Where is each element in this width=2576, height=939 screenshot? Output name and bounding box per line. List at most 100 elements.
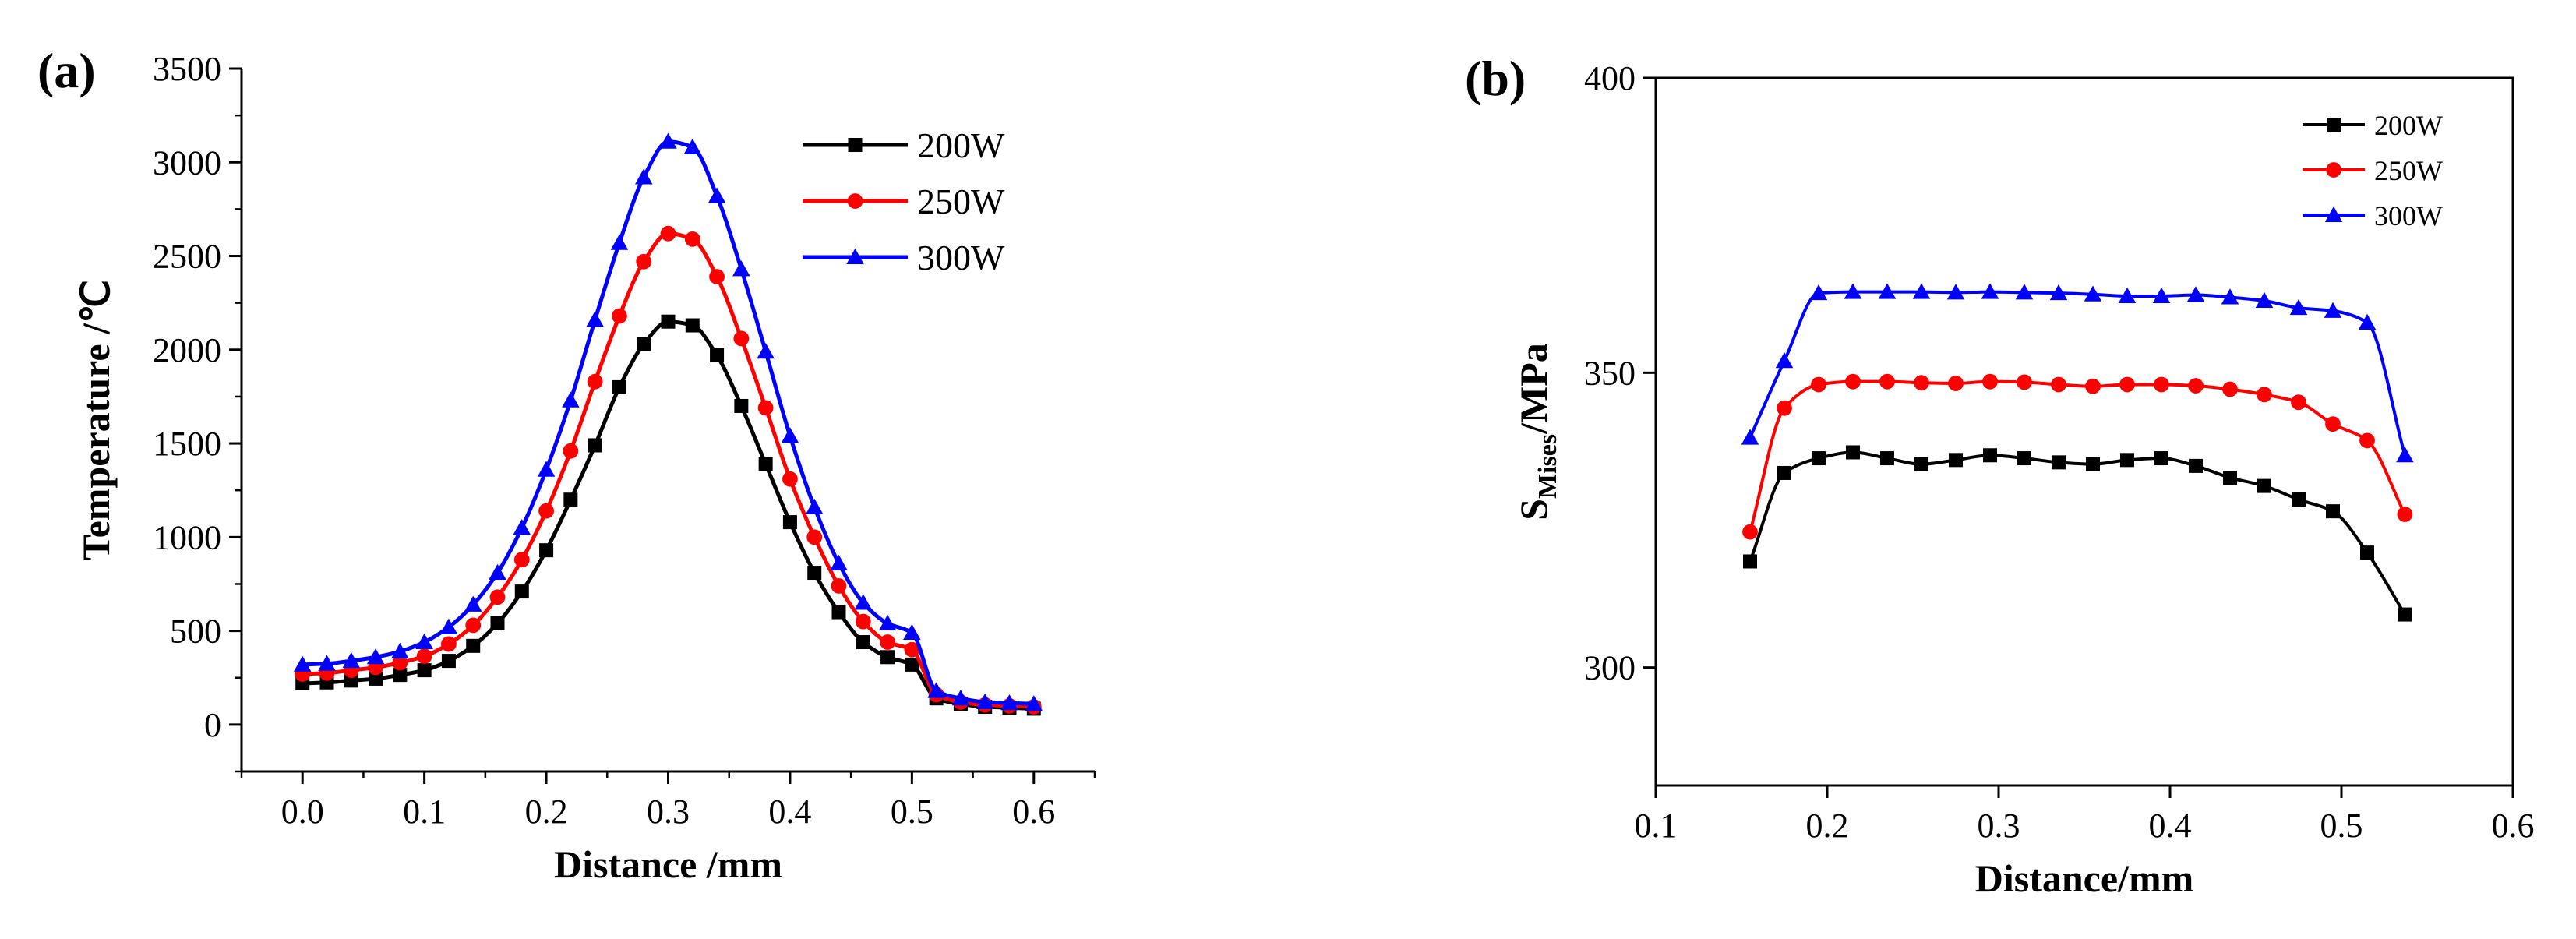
data-point (513, 552, 530, 568)
data-point (757, 342, 775, 359)
data-point (1777, 400, 1792, 416)
data-point (2152, 287, 2171, 303)
data-point (538, 503, 554, 519)
data-point (878, 614, 897, 630)
y-tick-label: 400 (1584, 59, 1636, 97)
y-tick-label: 2000 (153, 331, 221, 369)
data-point (2360, 545, 2374, 560)
legend-marker (2326, 162, 2341, 178)
y-tick-label: 2500 (153, 238, 221, 276)
x-tick-label: 0.3 (647, 793, 690, 831)
series-line (1749, 290, 2407, 456)
legend-label: 200W (917, 125, 1005, 165)
data-point (1775, 351, 1794, 369)
data-point (782, 515, 797, 530)
data-point (293, 655, 312, 672)
plot-frame (1654, 76, 2514, 787)
data-point (2289, 298, 2308, 316)
data-point (1812, 451, 1826, 466)
chart-panel-a: 0.0 0.1 0.2 0.3 0.4 0.5 0.6 0 500 1000 1500 2000 250… (37, 43, 1096, 886)
data-point (587, 373, 603, 390)
data-point (1000, 694, 1018, 711)
series-line (1749, 450, 2407, 616)
x-tick-label: 0.2 (1806, 807, 1849, 845)
data-point (1949, 453, 1963, 468)
series-200W: 200W (1743, 110, 2443, 622)
data-point (1811, 376, 1826, 393)
data-point (1948, 376, 1964, 391)
data-point (854, 594, 873, 610)
x-tick-label: 0.1 (403, 793, 446, 831)
data-point (685, 318, 700, 333)
x-tick-label: 0.6 (2492, 807, 2535, 845)
data-point (489, 589, 506, 605)
data-point (1878, 283, 1897, 299)
data-point (537, 461, 556, 477)
data-point (562, 391, 580, 408)
data-point (805, 498, 824, 514)
data-point (318, 655, 336, 671)
data-point (683, 138, 702, 155)
data-point (392, 655, 408, 671)
data-point (2398, 607, 2412, 622)
data-point (2396, 447, 2414, 463)
x-tick-label: 0.3 (1978, 807, 2020, 845)
legend-label: 200W (2374, 110, 2443, 141)
data-point (588, 438, 602, 453)
data-point (1809, 284, 1828, 301)
data-point (927, 682, 945, 698)
x-tick-label: 0.2 (525, 793, 568, 831)
legend-marker (847, 193, 863, 209)
x-tick-label: 0.0 (281, 793, 324, 831)
data-point (732, 260, 750, 277)
y-tick-label: 1000 (153, 518, 221, 556)
data-point (1845, 373, 1861, 390)
legend-label: 300W (917, 238, 1005, 277)
data-point (2397, 507, 2413, 522)
data-point (1741, 429, 1759, 445)
data-point (465, 617, 482, 634)
series-line (302, 231, 1034, 709)
data-point (1879, 373, 1895, 390)
legend-marker (846, 248, 864, 264)
data-point (612, 379, 626, 394)
data-point (366, 648, 385, 665)
data-point (441, 636, 457, 652)
panel-label: (b) (1465, 51, 1526, 106)
y-tick-label: 1500 (153, 425, 221, 463)
legend-marker (848, 138, 863, 152)
data-point (612, 308, 627, 324)
data-point (807, 566, 822, 581)
data-point (2017, 374, 2032, 390)
data-point (2255, 291, 2274, 309)
data-point (2052, 455, 2066, 470)
data-point (610, 234, 629, 250)
data-point (904, 641, 920, 658)
data-point (880, 650, 895, 665)
y-tick-label: 350 (1584, 354, 1636, 392)
data-point (416, 648, 432, 664)
x-axis-label: Distance /mm (554, 842, 782, 886)
data-point (659, 132, 677, 149)
data-point (1914, 457, 1928, 471)
data-point (489, 563, 506, 581)
data-point (1025, 695, 1043, 711)
data-point (539, 543, 554, 558)
legend-marker (2324, 206, 2343, 222)
data-point (464, 595, 482, 612)
data-point (2186, 286, 2205, 302)
data-point (637, 337, 651, 351)
data-point (951, 689, 970, 706)
panel-label: (a) (37, 43, 96, 98)
data-point (563, 492, 578, 507)
legend-marker (2327, 118, 2341, 132)
x-tick-label: 0.1 (1635, 807, 1678, 845)
y-tick-label: 500 (170, 612, 221, 651)
y-axis-label: SMises/MPa (1512, 343, 1562, 521)
data-point (1983, 448, 1997, 463)
data-point (2015, 284, 2034, 300)
data-point (2154, 451, 2168, 466)
data-point (369, 671, 383, 686)
data-point (2085, 378, 2101, 394)
data-point (903, 623, 921, 641)
